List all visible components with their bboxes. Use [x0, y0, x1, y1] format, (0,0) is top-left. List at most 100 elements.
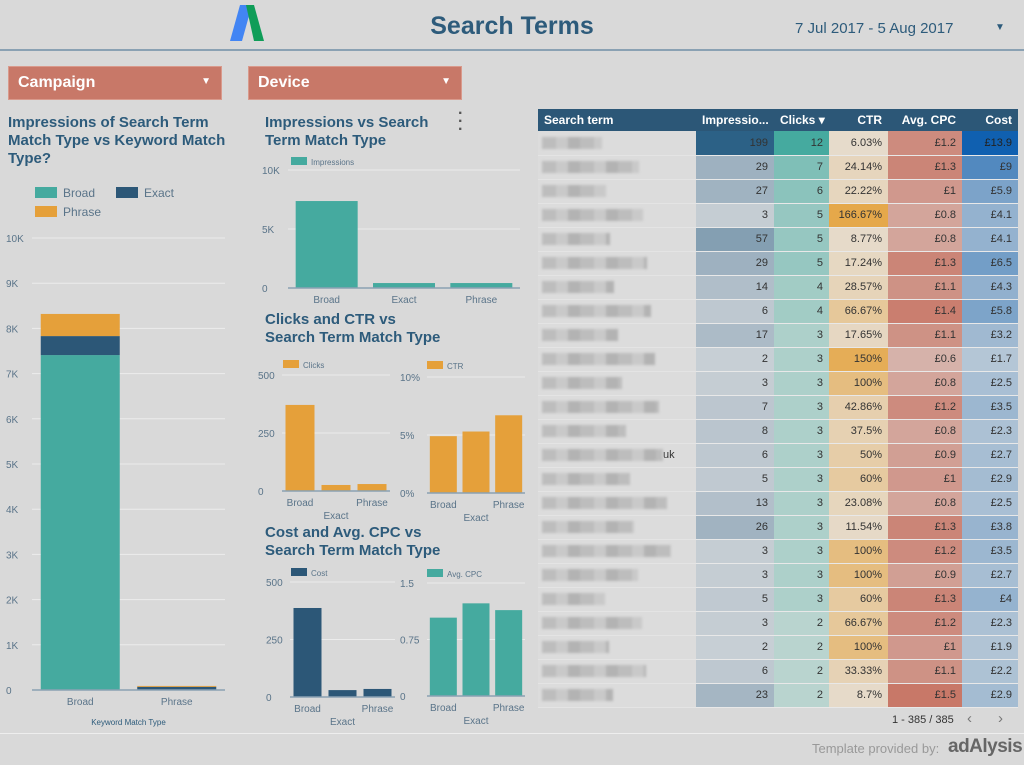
cell-1: 2	[696, 635, 774, 660]
chevron-down-icon[interactable]: ▼	[995, 22, 1005, 33]
term-text: uk	[663, 448, 675, 461]
y-tick-label: 2K	[6, 596, 19, 607]
cell-3: 11.54%	[829, 515, 888, 540]
cell-3: 50%	[829, 443, 888, 468]
y-tick-label: 10K	[6, 234, 24, 245]
x-tick-label: Phrase	[465, 295, 497, 306]
campaign-filter-dropdown[interactable]: Campaign ▼	[8, 66, 222, 100]
redacted-term	[542, 353, 655, 366]
cell-4: £0.8	[888, 203, 962, 228]
table-row[interactable]: 23 2 8.7% £1.5 £2.9	[538, 683, 1018, 708]
chevron-down-icon: ▼	[441, 76, 451, 87]
table-row[interactable]: 6 4 66.67% £1.4 £5.8	[538, 299, 1018, 324]
search-term-cell	[538, 251, 696, 276]
google-adwords-logo	[230, 5, 264, 41]
cell-3: 22.22%	[829, 179, 888, 204]
column-header-1[interactable]: Impressio...	[696, 109, 774, 131]
table-row[interactable]: 17 3 17.65% £1.1 £3.2	[538, 323, 1018, 348]
cell-3: 6.03%	[829, 131, 888, 156]
cell-5: £2.2	[962, 659, 1018, 684]
cell-1: 8	[696, 419, 774, 444]
cell-4: £0.6	[888, 347, 962, 372]
cell-4: £0.9	[888, 443, 962, 468]
x-tick-label: Phrase	[362, 704, 394, 715]
cell-4: £1	[888, 467, 962, 492]
legend-label: Cost	[311, 569, 328, 578]
cell-2: 3	[774, 491, 829, 516]
cell-5: £2.3	[962, 611, 1018, 636]
table-row[interactable]: 5 3 60% £1 £2.9	[538, 467, 1018, 492]
table-row[interactable]: 3 3 100% £0.9 £2.7	[538, 563, 1018, 588]
cell-1: 3	[696, 371, 774, 396]
column-header-5[interactable]: Cost	[962, 109, 1018, 131]
cell-3: 100%	[829, 563, 888, 588]
cell-5: £5.8	[962, 299, 1018, 324]
redacted-term	[542, 425, 626, 438]
cell-3: 66.67%	[829, 611, 888, 636]
x-tick-label: Broad	[313, 295, 340, 306]
table-row[interactable]: 3 3 100% £1.2 £3.5	[538, 539, 1018, 564]
cell-2: 5	[774, 227, 829, 252]
prev-page-icon[interactable]: ‹	[967, 710, 972, 727]
column-header-4[interactable]: Avg. CPC	[888, 109, 962, 131]
table-row[interactable]: 2 3 150% £0.6 £1.7	[538, 347, 1018, 372]
cell-5: £2.5	[962, 491, 1018, 516]
table-row[interactable]: 26 3 11.54% £1.3 £3.8	[538, 515, 1018, 540]
table-row[interactable]: 29 5 17.24% £1.3 £6.5	[538, 251, 1018, 276]
y-tick-label: 0.75	[400, 636, 420, 647]
cell-1: 3	[696, 563, 774, 588]
header-divider	[0, 49, 1024, 51]
cell-3: 37.5%	[829, 419, 888, 444]
next-page-icon[interactable]: ›	[998, 710, 1003, 727]
bar-phrase-avgcpc	[495, 610, 523, 696]
table-row[interactable]: 5 3 60% £1.3 £4	[538, 587, 1018, 612]
column-header-2[interactable]: Clicks ▾	[774, 109, 829, 131]
cell-2: 5	[774, 203, 829, 228]
table-row[interactable]: 57 5 8.77% £0.8 £4.1	[538, 227, 1018, 252]
x-tick-label: Exact	[323, 511, 348, 522]
cell-2: 3	[774, 443, 829, 468]
table-row[interactable]: 7 3 42.86% £1.2 £3.5	[538, 395, 1018, 420]
cell-2: 5	[774, 251, 829, 276]
column-header-0[interactable]: Search term	[538, 109, 696, 131]
cost-chart-title: Cost and Avg. CPC vs Search Term Match T…	[265, 524, 441, 559]
bar-phrase-impressions	[450, 283, 513, 288]
cell-3: 42.86%	[829, 395, 888, 420]
cell-2: 3	[774, 515, 829, 540]
y-tick-label: 0	[262, 284, 268, 295]
cell-4: £1.3	[888, 515, 962, 540]
clicks-chart-title: Clicks and CTR vs Search Term Match Type	[265, 311, 441, 346]
cell-1: 14	[696, 275, 774, 300]
table-row[interactable]: 3 3 100% £0.8 £2.5	[538, 371, 1018, 396]
more-options-icon[interactable]: · · ·	[458, 105, 464, 138]
bar-broad-cost	[293, 607, 322, 697]
table-row[interactable]: 8 3 37.5% £0.8 £2.3	[538, 419, 1018, 444]
bar-phrase-phrase	[137, 685, 217, 687]
cell-3: 150%	[829, 347, 888, 372]
cell-2: 3	[774, 323, 829, 348]
device-filter-dropdown[interactable]: Device ▼	[248, 66, 462, 100]
table-row[interactable]: uk 6 3 50% £0.9 £2.7	[538, 443, 1018, 468]
table-row[interactable]: 3 5 166.67% £0.8 £4.1	[538, 203, 1018, 228]
table-row[interactable]: 14 4 28.57% £1.1 £4.3	[538, 275, 1018, 300]
column-header-3[interactable]: CTR	[829, 109, 888, 131]
search-term-cell	[538, 299, 696, 324]
redacted-term	[542, 377, 622, 390]
footer-credit: Template provided by:	[812, 741, 940, 756]
legend-swatch	[35, 187, 57, 198]
date-range-picker[interactable]: 7 Jul 2017 - 5 Aug 2017	[795, 20, 954, 37]
table-row[interactable]: 3 2 66.67% £1.2 £2.3	[538, 611, 1018, 636]
table-row[interactable]: 2 2 100% £1 £1.9	[538, 635, 1018, 660]
table-row[interactable]: 27 6 22.22% £1 £5.9	[538, 179, 1018, 204]
table-row[interactable]: 13 3 23.08% £0.8 £2.5	[538, 491, 1018, 516]
table-row[interactable]: 29 7 24.14% £1.3 £9	[538, 155, 1018, 180]
table-row[interactable]: 6 2 33.33% £1.1 £2.2	[538, 659, 1018, 684]
cell-1: 17	[696, 323, 774, 348]
bar-phrase-exact	[137, 686, 217, 690]
y-tick-label: 7K	[6, 370, 19, 381]
redacted-term	[542, 521, 634, 534]
cell-4: £0.9	[888, 563, 962, 588]
table-row[interactable]: 199 12 6.03% £1.2 £13.9	[538, 131, 1018, 156]
cell-3: 100%	[829, 635, 888, 660]
